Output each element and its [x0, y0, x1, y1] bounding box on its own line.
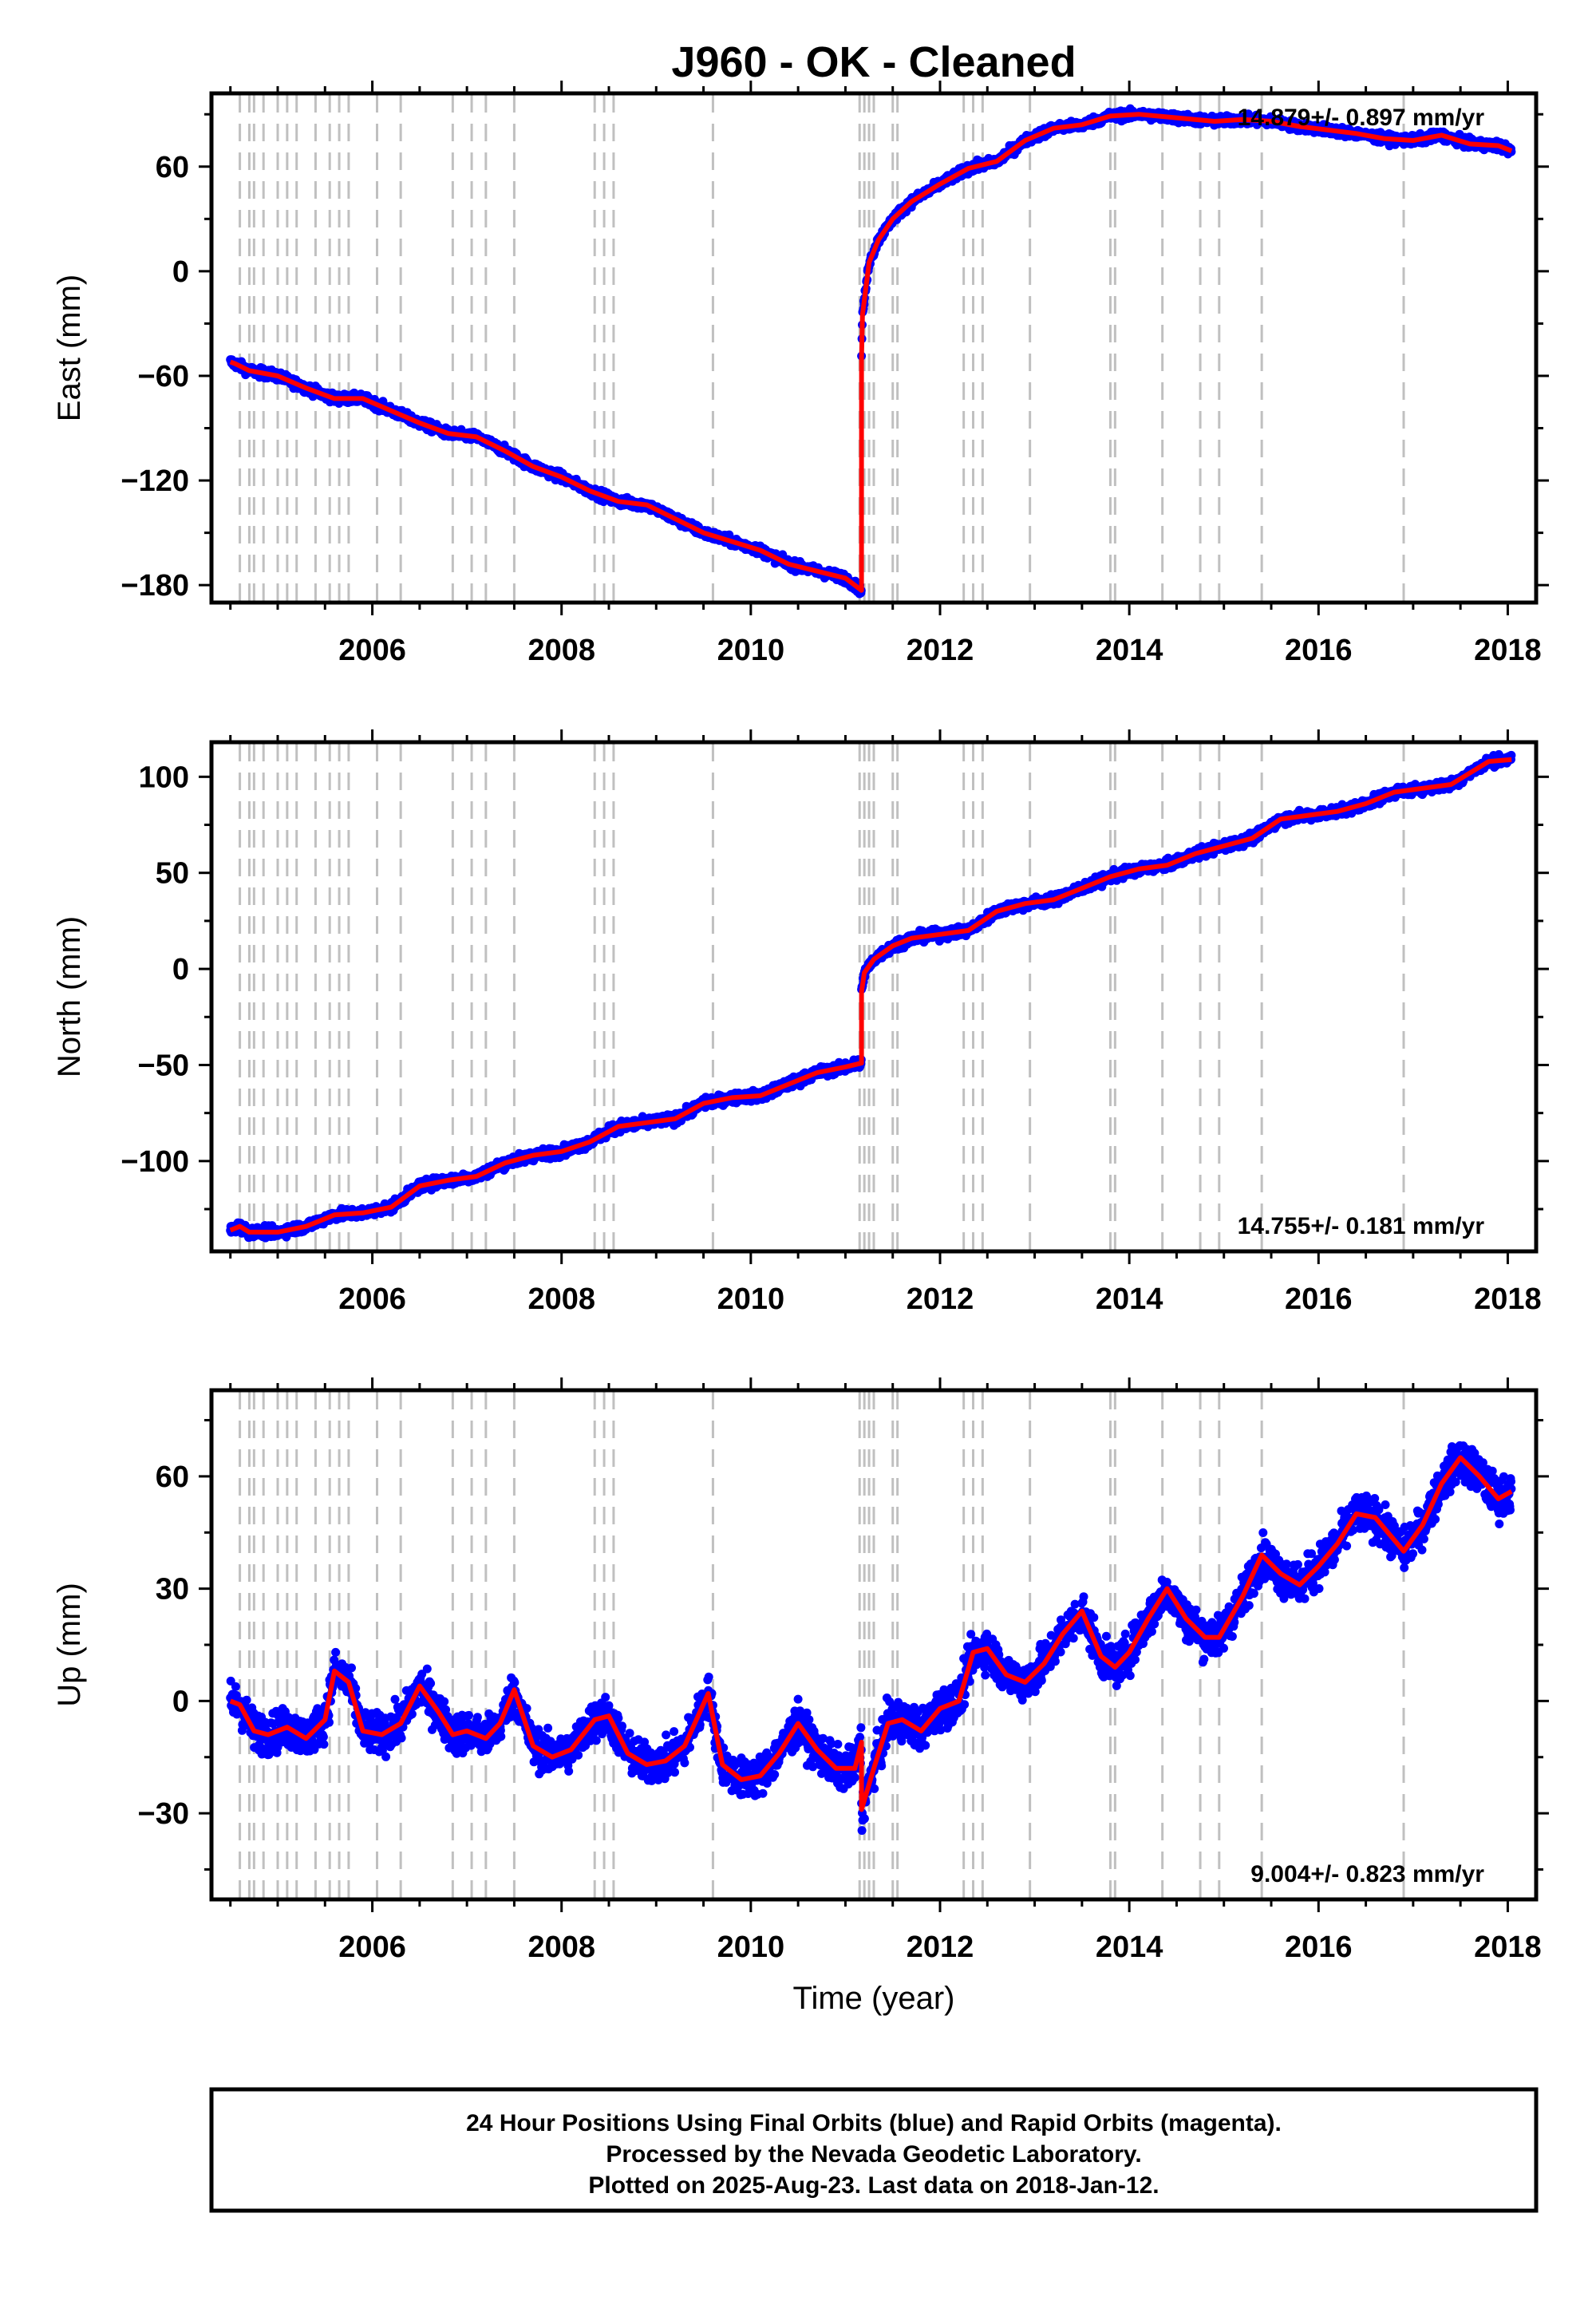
east-ytick-label-2: −60 — [138, 360, 189, 393]
east-y-axis-label: East (mm) — [52, 275, 87, 421]
east-model-line — [229, 112, 1513, 593]
east-xtick-label-0: 2006 — [338, 634, 406, 667]
east-model-lines — [229, 112, 1513, 593]
east-xtick-label-4: 2014 — [1096, 634, 1163, 667]
east-xtick-label-5: 2016 — [1285, 634, 1353, 667]
east-event-lines — [239, 95, 1405, 601]
east-data-points — [226, 104, 1516, 599]
east-xtick-label-2: 2010 — [717, 634, 785, 667]
chart-title: J960 - OK - Cleaned — [671, 38, 1076, 86]
east-ytick-label-4: 60 — [156, 151, 189, 184]
east-xtick-label-3: 2012 — [907, 634, 974, 667]
east-ytick-label-0: −180 — [120, 569, 189, 603]
east-ytick-label-1: −120 — [120, 464, 189, 498]
east-xtick-label-6: 2018 — [1474, 634, 1542, 667]
east-rate-label: 14.879+/- 0.897 mm/yr — [1238, 105, 1485, 131]
north-event-lines — [239, 744, 1405, 1250]
east-panel: 2006 2008 2010 2012 2014 2016 2018 −180 −120 −60 0… — [52, 81, 1549, 667]
east-xtick-label-1: 2008 — [527, 634, 595, 667]
north-data-points — [226, 749, 1516, 1243]
north-panel: 2006 2008 2010 2012 2014 2016 2018−100−5005010… — [52, 729, 1549, 1316]
east-ytick-label-3: 0 — [172, 255, 189, 289]
